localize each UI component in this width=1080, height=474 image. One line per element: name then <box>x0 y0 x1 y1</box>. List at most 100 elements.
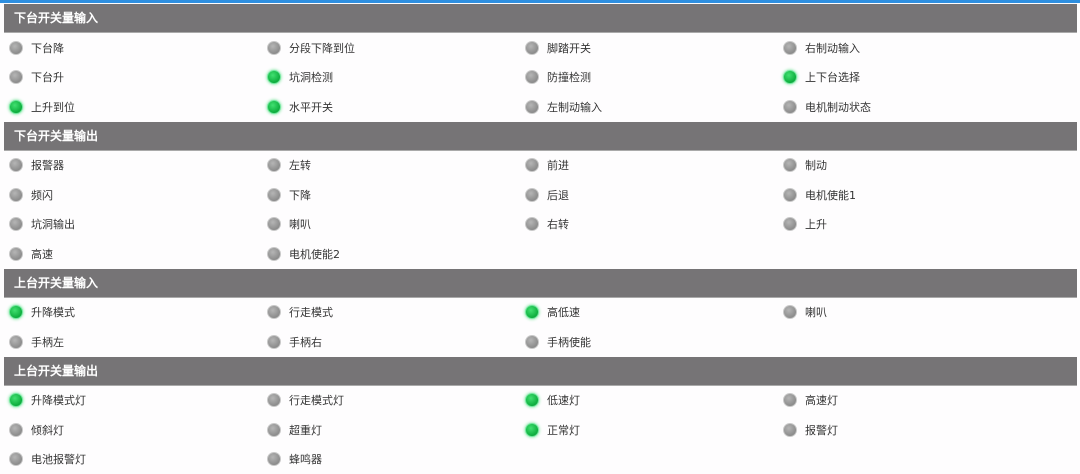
led-off-icon <box>525 70 539 85</box>
io-label: 后退 <box>547 188 569 202</box>
led-off-icon <box>267 452 281 467</box>
io-label: 下降 <box>289 188 311 202</box>
led-off-icon <box>267 40 281 55</box>
io-indicator: 左制动输入 <box>520 92 778 122</box>
led-on-icon <box>9 393 23 408</box>
led-off-icon <box>525 99 539 114</box>
led-on-icon <box>9 305 23 320</box>
io-indicator: 坑洞输出 <box>4 210 262 240</box>
section-header: 下台开关量输出 <box>4 121 1077 151</box>
io-indicator: 高速 <box>4 239 262 269</box>
led-off-icon <box>9 334 23 349</box>
io-label: 下台降 <box>31 41 64 55</box>
io-indicator: 右制动输入 <box>778 33 1077 63</box>
led-off-icon <box>267 422 281 437</box>
io-indicator: 频闪 <box>4 180 262 210</box>
io-grid: 下台降 分段下降到位 脚踏开关 右制动输入下台升 坑洞检测 防撞检测 上下台选择上升到位 水平… <box>4 33 1077 122</box>
io-label: 低速灯 <box>547 394 580 408</box>
io-indicator: 报警灯 <box>778 415 1077 445</box>
io-status-panel: 下台开关量输入 下台降 分段下降到位 脚踏开关 右制动输入 下台升 坑洞检测 防撞检测 上下台选… <box>4 4 1077 474</box>
led-off-icon <box>783 187 797 202</box>
led-off-icon <box>783 422 797 437</box>
io-indicator: 脚踏开关 <box>520 33 778 63</box>
io-indicator: 手柄使能 <box>520 327 778 357</box>
led-off-icon <box>9 70 23 85</box>
io-label: 电机制动状态 <box>805 100 871 114</box>
led-on-icon <box>525 422 539 437</box>
led-on-icon <box>783 70 797 85</box>
io-label: 高速灯 <box>805 394 838 408</box>
io-indicator: 电机使能2 <box>262 239 520 269</box>
io-indicator: 制动 <box>778 151 1077 181</box>
led-off-icon <box>9 158 23 173</box>
io-label: 右转 <box>547 218 569 232</box>
io-indicator: 下台升 <box>4 63 262 93</box>
io-label: 行走模式灯 <box>289 394 344 408</box>
io-label: 蜂鸣器 <box>289 453 322 467</box>
io-indicator: 电机制动状态 <box>778 92 1077 122</box>
io-indicator: 分段下降到位 <box>262 33 520 63</box>
io-label: 左转 <box>289 159 311 173</box>
io-indicator: 报警器 <box>4 151 262 181</box>
led-off-icon <box>525 187 539 202</box>
io-indicator: 超重灯 <box>262 415 520 445</box>
led-off-icon <box>9 217 23 232</box>
led-on-icon <box>525 305 539 320</box>
io-grid: 升降模式 行走模式 高低速 喇叭 手柄左 手柄右 手柄使能 <box>4 298 1077 357</box>
io-section: 下台开关量输出 报警器 左转 前进 制动 频闪 下降 后退 电机使能1 坑洞输出 喇叭 右转 上升 高速 电… <box>4 121 1077 269</box>
io-indicator: 左转 <box>262 151 520 181</box>
io-label: 高速 <box>31 247 53 261</box>
io-indicator: 前进 <box>520 151 778 181</box>
io-label: 行走模式 <box>289 306 333 320</box>
io-label: 频闪 <box>31 188 53 202</box>
led-off-icon <box>525 40 539 55</box>
io-indicator: 行走模式 <box>262 298 520 328</box>
io-indicator: 升降模式 <box>4 298 262 328</box>
io-indicator: 上下台选择 <box>778 63 1077 93</box>
io-indicator: 升降模式灯 <box>4 386 262 416</box>
io-label: 上升 <box>805 218 827 232</box>
led-off-icon <box>783 99 797 114</box>
led-on-icon <box>267 70 281 85</box>
io-grid: 报警器 左转 前进 制动 频闪 下降 后退 电机使能1 坑洞输出 喇叭 右转 上升 高速 电机使能2 <box>4 151 1077 269</box>
io-label: 超重灯 <box>289 423 322 437</box>
io-indicator: 电池报警灯 <box>4 445 262 474</box>
led-off-icon <box>9 246 23 261</box>
io-label: 电机使能2 <box>289 247 340 261</box>
io-label: 水平开关 <box>289 100 333 114</box>
io-label: 坑洞检测 <box>289 71 333 85</box>
io-indicator: 水平开关 <box>262 92 520 122</box>
io-label: 正常灯 <box>547 423 580 437</box>
io-indicator: 下降 <box>262 180 520 210</box>
io-label: 手柄使能 <box>547 335 591 349</box>
led-on-icon <box>9 99 23 114</box>
io-label: 下台升 <box>31 71 64 85</box>
led-off-icon <box>9 187 23 202</box>
io-section: 上台开关量输出升降模式灯 行走模式灯 低速灯 高速灯倾斜灯 超重灯 正常灯 报警灯电池报警灯… <box>4 356 1077 474</box>
led-off-icon <box>267 217 281 232</box>
io-indicator: 倾斜灯 <box>4 415 262 445</box>
top-accent-line <box>0 0 1080 3</box>
io-section: 下台开关量输入 下台降 分段下降到位 脚踏开关 右制动输入 下台升 坑洞检测 防撞检测 上下台选… <box>4 4 1077 122</box>
led-on-icon <box>525 393 539 408</box>
led-off-icon <box>9 40 23 55</box>
io-label: 手柄右 <box>289 335 322 349</box>
io-indicator: 右转 <box>520 210 778 240</box>
io-grid: 升降模式灯 行走模式灯 低速灯 高速灯倾斜灯 超重灯 正常灯 报警灯电池报警灯 蜂鸣器 <box>4 386 1077 474</box>
io-label: 左制动输入 <box>547 100 602 114</box>
io-label: 倾斜灯 <box>31 423 64 437</box>
io-label: 升降模式灯 <box>31 394 86 408</box>
led-off-icon <box>9 452 23 467</box>
io-indicator: 低速灯 <box>520 386 778 416</box>
io-indicator: 电机使能1 <box>778 180 1077 210</box>
io-label: 报警灯 <box>805 423 838 437</box>
io-label: 上升到位 <box>31 100 75 114</box>
io-indicator: 后退 <box>520 180 778 210</box>
io-label: 高低速 <box>547 306 580 320</box>
section-header: 上台开关量输出 <box>4 356 1077 386</box>
io-indicator: 高低速 <box>520 298 778 328</box>
io-label: 右制动输入 <box>805 41 860 55</box>
io-label: 喇叭 <box>805 306 827 320</box>
io-label: 防撞检测 <box>547 71 591 85</box>
led-off-icon <box>267 158 281 173</box>
